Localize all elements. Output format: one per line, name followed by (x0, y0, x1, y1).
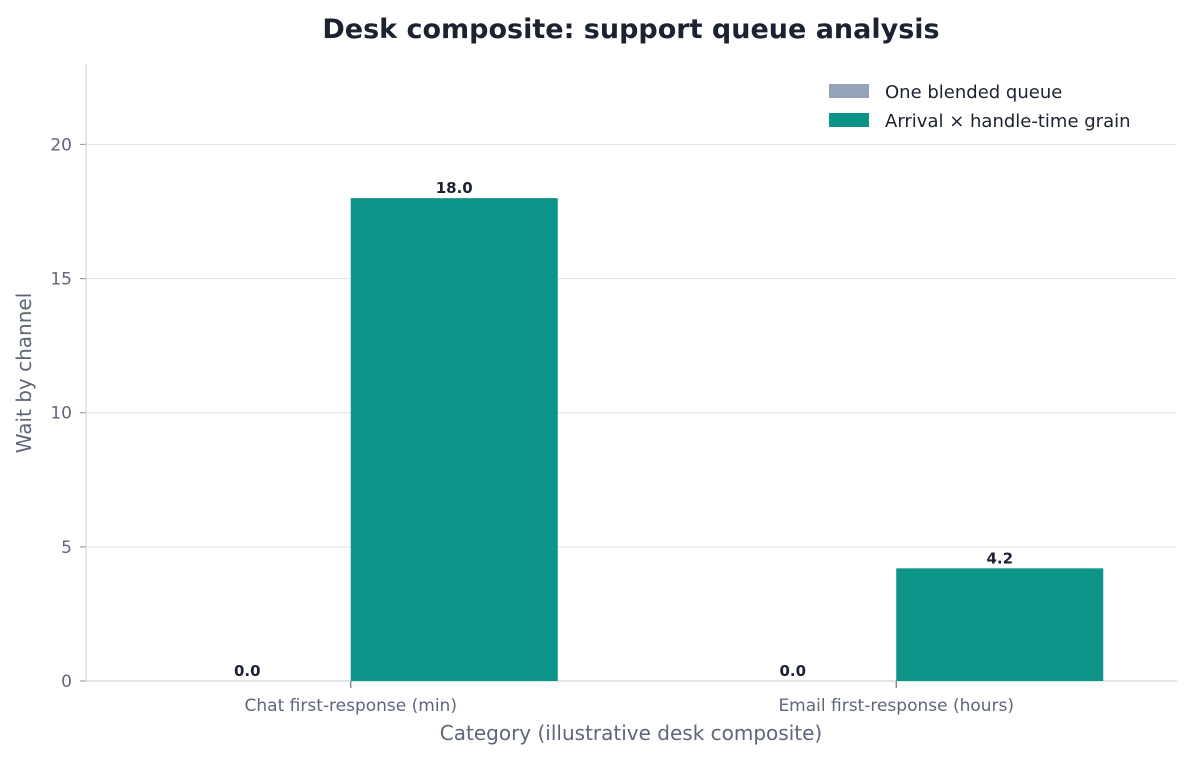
y-tick-label: 5 (61, 538, 72, 558)
bar-data-label: 0.0 (779, 662, 806, 680)
y-axis: 0 5 10 15 20 (50, 64, 87, 692)
legend-swatch (829, 84, 869, 98)
y-tick-label: 15 (50, 270, 72, 290)
bars (350, 198, 1104, 681)
x-axis: Chat first-response (min) Email first-res… (86, 680, 1177, 716)
legend: One blended queue Arrival × handle-time g… (829, 82, 1131, 132)
y-tick-label: 10 (50, 404, 72, 424)
y-axis-label: Wait by channel (12, 293, 36, 454)
y-tick-label: 20 (50, 135, 72, 155)
gridlines (86, 143, 1177, 548)
chart-title: Desk composite: support queue analysis (322, 14, 939, 45)
x-tick-label: Email first-response (hours) (778, 696, 1014, 716)
x-tick-label: Chat first-response (min) (245, 696, 457, 716)
data-labels: 0.0 18.0 0.0 4.2 (234, 179, 1013, 680)
bar-data-label: 4.2 (986, 549, 1013, 567)
x-axis-label: Category (illustrative desk composite) (440, 721, 822, 745)
bar-data-label: 18.0 (436, 179, 473, 197)
bar-data-label: 0.0 (234, 662, 261, 680)
legend-label: Arrival × handle-time grain (885, 111, 1131, 132)
legend-swatch (829, 113, 869, 127)
bar (896, 568, 1104, 681)
legend-label: One blended queue (885, 82, 1062, 103)
y-tick-label: 0 (61, 672, 72, 692)
bar (350, 198, 558, 681)
